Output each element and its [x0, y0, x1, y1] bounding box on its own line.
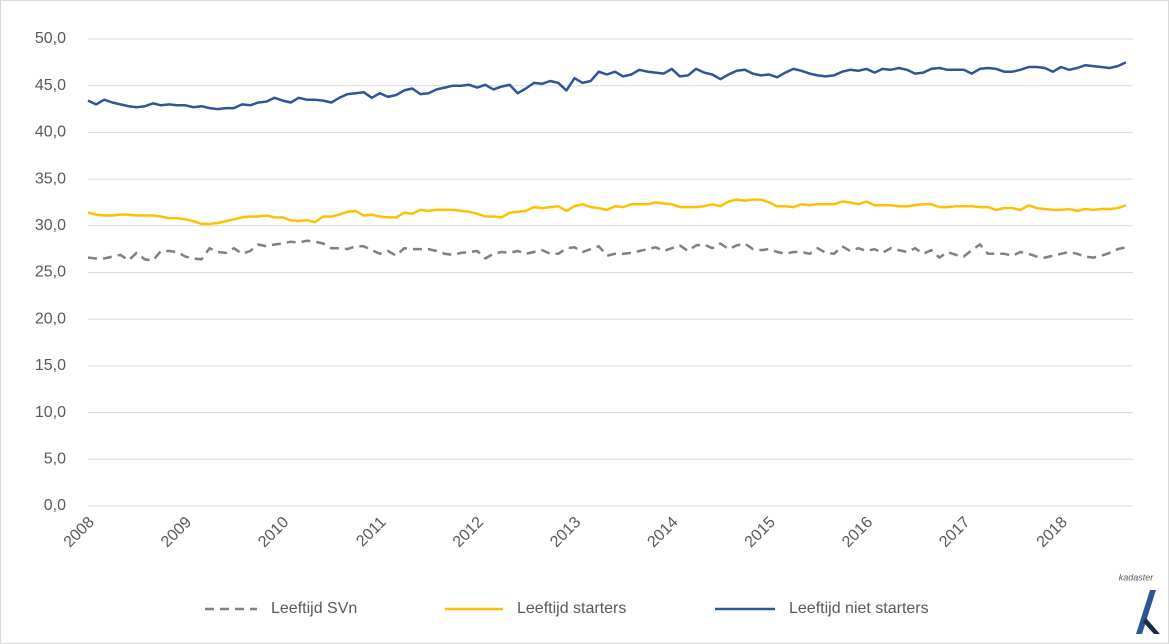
- y-tick-label: 45,0: [35, 77, 66, 94]
- y-tick-label: 15,0: [35, 357, 66, 374]
- y-tick-label: 0,0: [44, 497, 66, 514]
- y-tick-label: 50,0: [35, 30, 66, 47]
- y-tick-label: 5,0: [44, 451, 66, 468]
- y-tick-label: 20,0: [35, 310, 66, 327]
- series-line: [87, 239, 1127, 262]
- series-line: [87, 61, 1127, 111]
- legend-label: Leeftijd starters: [517, 600, 626, 617]
- y-tick-label: 25,0: [35, 264, 66, 281]
- series-line: [87, 198, 1127, 226]
- y-tick-label: 40,0: [35, 124, 66, 141]
- logo-text: kadaster: [1119, 572, 1155, 582]
- logo-mark: [1143, 618, 1160, 634]
- legend-label: Leeftijd SVn: [271, 600, 357, 617]
- legend-label: Leeftijd niet starters: [789, 600, 929, 617]
- y-tick-label: 35,0: [35, 170, 66, 187]
- y-tick-label: 10,0: [35, 404, 66, 421]
- logo-mark: [1136, 590, 1156, 634]
- y-tick-label: 30,0: [35, 217, 66, 234]
